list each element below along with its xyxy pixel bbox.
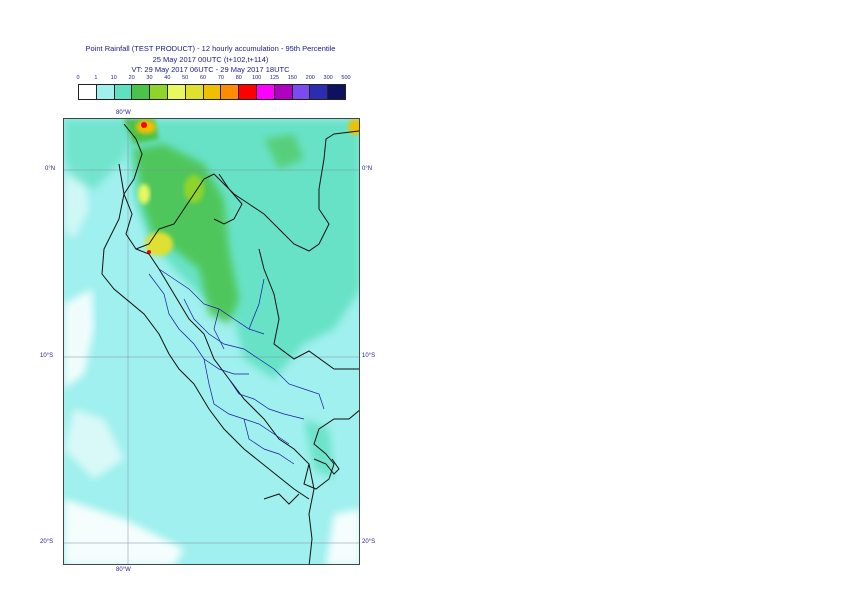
- legend-swatch: [256, 85, 275, 99]
- no-rain-area: [64, 409, 124, 479]
- chart-subtitle-validity: VT: 29 May 2017 06UTC - 29 May 2017 18UT…: [131, 65, 290, 74]
- extreme-rain-spot: [141, 122, 147, 128]
- very-heavy-rain-area: [184, 175, 204, 203]
- legend-label: 300: [323, 75, 333, 81]
- legend-label: 0: [76, 75, 80, 81]
- admin-boundary: [148, 273, 249, 375]
- legend-label: 125: [269, 75, 280, 81]
- latitude-label-10s-right: 10°S: [362, 353, 376, 359]
- legend-label: 40: [164, 75, 171, 81]
- legend-swatch: [79, 85, 97, 99]
- latitude-label-20s-left: 20°S: [40, 539, 54, 545]
- country-border: [258, 248, 359, 370]
- medium-rain-area: [64, 119, 134, 189]
- legend-swatch: [185, 85, 204, 99]
- legend-swatch: [114, 85, 133, 99]
- coastline: [101, 163, 310, 500]
- legend-swatch: [150, 85, 168, 99]
- legend-label: 100: [252, 75, 262, 81]
- chart-title: Point Rainfall (TEST PRODUCT) - 12 hourl…: [85, 44, 336, 53]
- extreme-rain-spot: [147, 250, 151, 254]
- no-rain-area: [64, 169, 89, 239]
- country-border: [135, 248, 359, 490]
- no-rain-area: [64, 289, 94, 389]
- very-heavy-rain-area: [145, 232, 173, 256]
- legend-swatch: [221, 85, 240, 99]
- legend-label: 60: [200, 75, 207, 81]
- legend-label: 1: [94, 75, 98, 81]
- latitude-label-0-left: 0°N: [45, 166, 56, 172]
- latitude-label-0-right: 0°N: [362, 166, 373, 172]
- admin-boundary: [273, 368, 325, 410]
- legend-label: 70: [217, 75, 224, 81]
- admin-boundary: [213, 308, 225, 350]
- legend-swatch: [132, 85, 151, 99]
- lake-titicaca: [313, 458, 340, 475]
- legend-swatch: [328, 85, 345, 99]
- legend-swatch: [203, 85, 222, 99]
- legend-label: 10: [110, 75, 117, 81]
- legend-swatch: [239, 85, 257, 99]
- country-border: [263, 493, 300, 505]
- admin-boundary: [183, 298, 275, 370]
- legend-label: 20: [128, 75, 135, 81]
- country-border: [308, 463, 315, 564]
- legend-label: 50: [182, 75, 189, 81]
- very-heavy-rain-area: [138, 184, 150, 204]
- map-panel: [63, 118, 360, 565]
- rainfall-map: [64, 119, 359, 564]
- no-rain-area: [326, 509, 359, 564]
- no-rain-area: [64, 499, 184, 564]
- legend-swatch: [274, 85, 293, 99]
- legend-label: 150: [287, 75, 297, 81]
- admin-boundary: [228, 378, 305, 420]
- heavy-rain-area: [264, 134, 304, 169]
- country-border: [123, 123, 359, 252]
- latitude-label-20s-right: 20°S: [362, 539, 376, 545]
- longitude-label-top: 80°W: [116, 110, 131, 116]
- chart-subtitle-run: 25 May 2017 00UTC (t+102,t+114): [152, 55, 269, 64]
- latitude-label-10s-left: 10°S: [40, 353, 54, 359]
- color-legend: [78, 84, 346, 100]
- country-border: [213, 173, 243, 225]
- admin-boundary: [248, 278, 265, 330]
- legend-swatch: [167, 85, 186, 99]
- longitude-label-bottom: 80°W: [116, 567, 131, 573]
- admin-boundary: [243, 418, 295, 465]
- legend-label: 30: [146, 75, 153, 81]
- legend-swatch: [292, 85, 311, 99]
- legend-label: 200: [305, 75, 315, 81]
- legend-label: 500: [341, 75, 351, 81]
- admin-boundary: [203, 358, 290, 445]
- legend-labels: 0 1 10 20 30 40 50 60 70 80 100 125 150 200 300 500: [0, 75, 842, 84]
- heavy-rain-area: [134, 144, 239, 324]
- admin-boundary: [158, 268, 265, 335]
- legend-swatch: [310, 85, 329, 99]
- legend-swatch: [96, 85, 115, 99]
- legend-label: 80: [235, 75, 242, 81]
